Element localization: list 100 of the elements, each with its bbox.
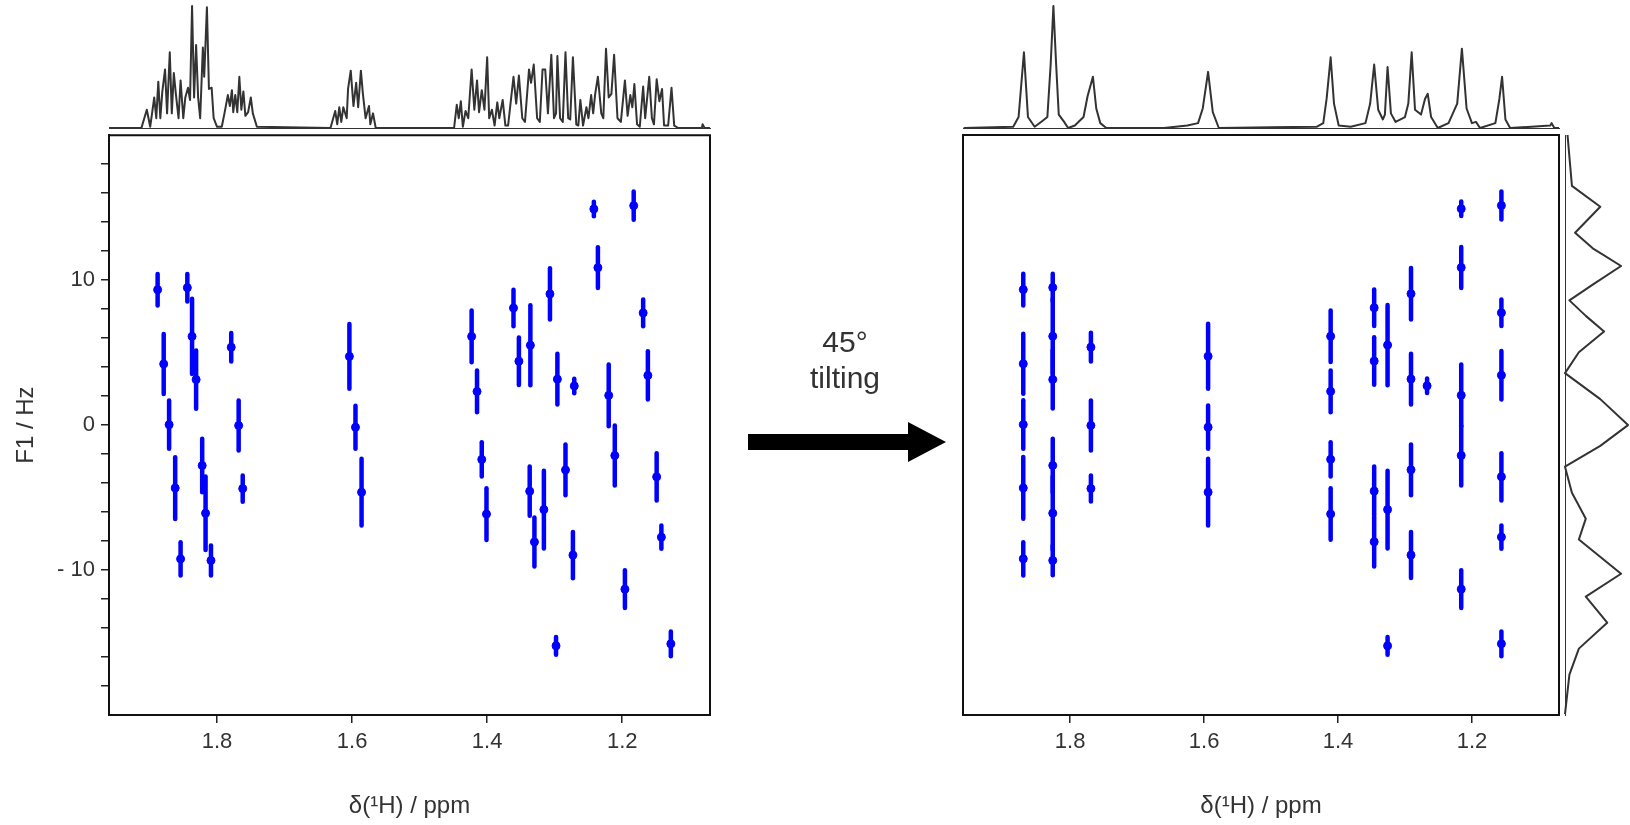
y-tick-label: - 10 xyxy=(57,556,95,582)
point xyxy=(620,584,630,594)
point xyxy=(153,285,163,295)
text: 45° xyxy=(821,325,869,359)
point xyxy=(1326,386,1336,396)
x-tick-label: 1.8 xyxy=(201,728,233,754)
point xyxy=(1018,420,1028,430)
x-axis-title: δ(¹H) / ppm xyxy=(1200,791,1322,819)
point xyxy=(643,370,653,380)
point xyxy=(666,639,676,649)
point xyxy=(1048,508,1058,518)
x-tick-label: 1.6 xyxy=(1188,728,1220,754)
point xyxy=(1383,340,1393,350)
point xyxy=(1018,554,1028,564)
point xyxy=(1496,308,1506,318)
point xyxy=(1383,641,1393,651)
point xyxy=(1048,555,1058,565)
point xyxy=(1456,390,1466,400)
point xyxy=(1383,505,1393,515)
point xyxy=(357,487,367,497)
point xyxy=(545,289,555,299)
point xyxy=(191,375,201,385)
point xyxy=(344,351,354,361)
point xyxy=(1326,454,1336,464)
x-tick-label: 1.2 xyxy=(606,728,638,754)
point xyxy=(164,420,174,430)
point xyxy=(234,421,244,431)
point xyxy=(1203,487,1213,497)
y-tick-label: 10 xyxy=(70,266,95,292)
point xyxy=(1203,422,1213,432)
point xyxy=(593,263,603,273)
x-tick-label: 1.4 xyxy=(1322,728,1354,754)
point xyxy=(1048,283,1058,293)
point xyxy=(529,537,539,547)
x-axis-title: δ(¹H) / ppm xyxy=(348,791,471,819)
point xyxy=(525,340,535,350)
point xyxy=(467,331,477,341)
point xyxy=(638,308,648,318)
point xyxy=(1456,263,1466,273)
point xyxy=(472,386,482,396)
point xyxy=(477,454,487,464)
point xyxy=(629,201,639,211)
point xyxy=(1406,550,1416,560)
point xyxy=(1496,472,1506,482)
point xyxy=(1496,639,1506,649)
point xyxy=(1456,204,1466,214)
point xyxy=(1018,483,1028,493)
point xyxy=(1369,356,1379,366)
point xyxy=(1048,460,1058,470)
point xyxy=(238,484,248,494)
point xyxy=(656,532,666,542)
point xyxy=(539,505,549,515)
point xyxy=(226,342,236,352)
point xyxy=(551,641,561,651)
point xyxy=(1456,450,1466,460)
point xyxy=(1086,420,1096,430)
point xyxy=(187,331,197,341)
point xyxy=(1086,484,1096,494)
point xyxy=(1326,509,1336,519)
point xyxy=(604,390,614,400)
point xyxy=(1422,381,1432,391)
point xyxy=(1326,331,1336,341)
point xyxy=(610,451,620,461)
point xyxy=(568,550,578,560)
x-tick-label: 1.4 xyxy=(471,728,503,754)
point xyxy=(206,555,216,565)
point xyxy=(589,204,599,214)
point xyxy=(197,461,207,471)
point xyxy=(176,554,186,564)
point xyxy=(1406,374,1416,384)
point xyxy=(182,283,192,293)
y-axis-title: F1 / Hz xyxy=(11,386,39,464)
y-tick-label: 0 xyxy=(82,411,95,437)
point xyxy=(1496,200,1506,210)
point xyxy=(1086,342,1096,352)
point xyxy=(525,486,535,496)
point xyxy=(560,465,570,475)
point xyxy=(552,374,562,384)
x-tick-label: 1.2 xyxy=(1456,728,1488,754)
x-tick-label: 1.6 xyxy=(336,728,368,754)
point xyxy=(1456,584,1466,594)
point xyxy=(1406,289,1416,299)
point xyxy=(201,508,211,518)
point xyxy=(1018,359,1028,369)
point xyxy=(170,483,180,493)
point xyxy=(1406,465,1416,475)
point xyxy=(481,509,491,519)
point xyxy=(1018,285,1028,295)
point xyxy=(569,381,579,391)
point xyxy=(652,472,662,482)
point xyxy=(1369,486,1379,496)
x-tick-label: 1.8 xyxy=(1054,728,1086,754)
point xyxy=(1048,331,1058,341)
point xyxy=(1496,370,1506,380)
point xyxy=(350,422,360,432)
point xyxy=(1369,303,1379,313)
point xyxy=(1369,537,1379,547)
point xyxy=(159,359,169,369)
point xyxy=(1203,351,1213,361)
point xyxy=(1048,374,1058,384)
